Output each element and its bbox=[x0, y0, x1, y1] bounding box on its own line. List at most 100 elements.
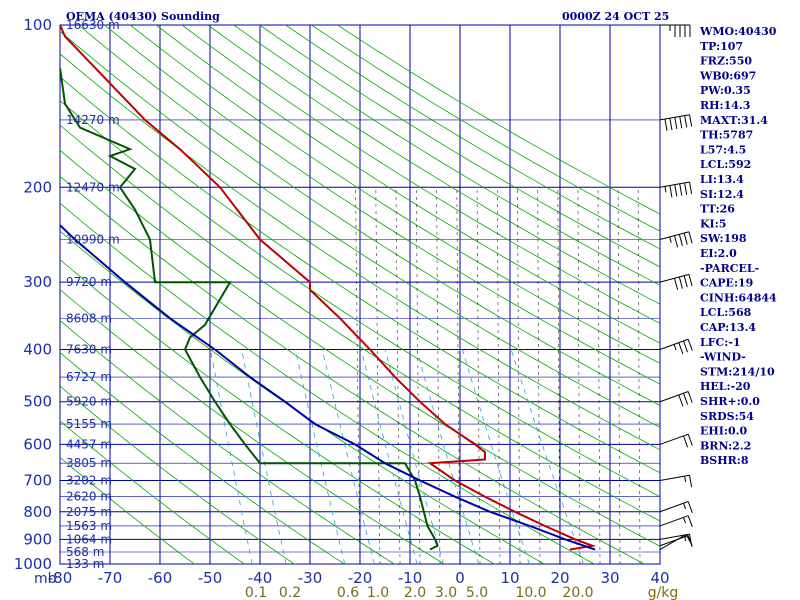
mixing-ratio-label: 0.1 bbox=[245, 585, 267, 600]
wind-barb-flag bbox=[687, 515, 693, 528]
moist-adiabat bbox=[476, 187, 481, 564]
mixing-ratio-label: 2.0 bbox=[404, 585, 426, 600]
dry-adiabat bbox=[60, 30, 660, 428]
mixing-ratio-label: g/kg bbox=[648, 585, 679, 600]
wind-barb-flag bbox=[689, 181, 693, 194]
mixing-ratio-label: 5.0 bbox=[466, 585, 488, 600]
pressure-tick-label: 700 bbox=[23, 472, 52, 490]
temperature-tick-label: -50 bbox=[198, 569, 223, 587]
wind-barb-flag bbox=[678, 276, 683, 289]
index-item: HEL:-20 bbox=[700, 380, 751, 393]
pressure-tick-label: 800 bbox=[23, 503, 52, 521]
wind-barb bbox=[659, 181, 693, 198]
moist-adiabat bbox=[395, 187, 401, 564]
index-item: MAXT:31.4 bbox=[700, 114, 768, 127]
mixing-ratio-line bbox=[294, 349, 346, 564]
wind-barb-flag bbox=[674, 278, 679, 291]
height-label: 2620 m bbox=[66, 490, 112, 504]
moist-adiabat bbox=[496, 187, 501, 564]
background-grid bbox=[59, 24, 661, 565]
pressure-tick-label: 900 bbox=[23, 530, 52, 548]
mixing-ratio-lines bbox=[210, 349, 584, 564]
index-item: WMO:40430 bbox=[699, 25, 777, 38]
wind-barb-flag bbox=[683, 393, 689, 405]
height-label: 133 m bbox=[66, 557, 104, 571]
wind-barb-half bbox=[684, 476, 687, 483]
pressure-tick-label: 200 bbox=[23, 178, 52, 196]
index-item: LI:13.4 bbox=[700, 173, 744, 186]
moist-adiabat bbox=[537, 187, 541, 564]
temperature-tick-label: 10 bbox=[500, 569, 519, 587]
wind-barb-flag bbox=[679, 116, 683, 129]
wind-barb-half bbox=[683, 517, 687, 524]
wind-barb-flag bbox=[678, 234, 683, 247]
temperature-tick-label: -40 bbox=[248, 569, 273, 587]
wind-barb-flag bbox=[669, 185, 673, 198]
wind-barb-flag bbox=[678, 342, 684, 355]
wind-barb bbox=[659, 114, 693, 131]
temperature-tick-label: 20 bbox=[550, 569, 569, 587]
height-label: 9720 m bbox=[66, 275, 112, 289]
dry-adiabat bbox=[60, 456, 195, 564]
wind-barb bbox=[659, 391, 693, 407]
moist-adiabat bbox=[415, 187, 421, 564]
dry-adiabat bbox=[60, 352, 346, 564]
temperature-tick-label: -80 bbox=[48, 569, 73, 587]
height-label: 10990 m bbox=[66, 232, 120, 246]
pressure-tick-label: 1000 bbox=[14, 555, 52, 573]
wind-barb-flag bbox=[664, 118, 668, 131]
temperature-tick-label: -30 bbox=[298, 569, 323, 587]
wind-barb-half bbox=[669, 236, 672, 243]
wind-barb bbox=[659, 501, 693, 513]
index-item: CINH:64844 bbox=[700, 291, 777, 304]
dry-adiabat bbox=[60, 202, 596, 564]
wind-barb-staff bbox=[659, 535, 689, 547]
dry-adiabat bbox=[233, 25, 660, 286]
height-label: 7630 m bbox=[66, 343, 112, 357]
wind-barb-flag bbox=[689, 114, 693, 127]
moist-adiabat bbox=[557, 187, 561, 564]
dry-adiabat bbox=[181, 25, 660, 324]
sounding-profiles bbox=[60, 25, 597, 551]
temperature-tick-label: 40 bbox=[650, 569, 669, 587]
wind-barb bbox=[659, 515, 693, 528]
wind-barb-half bbox=[673, 344, 677, 351]
mixing-ratio-line bbox=[210, 349, 253, 564]
mixing-ratio-label: 3.0 bbox=[435, 585, 457, 600]
temperature-tick-label: 0 bbox=[455, 569, 465, 587]
dry-adiabat bbox=[60, 175, 646, 564]
moist-adiabat bbox=[456, 187, 461, 564]
wind-barb-half bbox=[683, 503, 687, 510]
wind-barb bbox=[659, 474, 693, 488]
dry-adiabat bbox=[155, 25, 660, 344]
dry-adiabat bbox=[129, 25, 660, 364]
index-item: CAP:13.4 bbox=[700, 321, 756, 334]
height-label: 1064 m bbox=[66, 532, 112, 546]
height-label: 2075 m bbox=[66, 505, 112, 519]
wind-barb-flag bbox=[687, 391, 693, 403]
dry-adiabat bbox=[60, 319, 396, 564]
index-item: LCL:568 bbox=[700, 306, 752, 319]
station-title: OEMA (40430) Sounding bbox=[66, 10, 220, 23]
temperature-tick-label: -60 bbox=[148, 569, 173, 587]
wind-barb-flag bbox=[689, 534, 693, 547]
index-item: TH:5787 bbox=[700, 129, 753, 142]
dry-adiabat bbox=[60, 76, 660, 474]
wind-barb-flag bbox=[684, 182, 688, 195]
moist-adiabat bbox=[637, 187, 641, 564]
mixing-ratio-line bbox=[510, 349, 584, 564]
dry-adiabat bbox=[60, 420, 245, 564]
dry-adiabat bbox=[60, 385, 296, 564]
index-item: -WIND- bbox=[700, 351, 746, 364]
pressure-tick-label: 100 bbox=[23, 16, 52, 34]
mixing-ratio-line bbox=[416, 349, 479, 564]
wind-barb-flag bbox=[687, 501, 693, 513]
index-item: LFC:-1 bbox=[700, 336, 741, 349]
dry-adiabat bbox=[259, 25, 660, 268]
wind-barb bbox=[659, 231, 693, 248]
dry-adiabat bbox=[60, 230, 546, 564]
wind-barb-flag bbox=[688, 274, 693, 287]
height-label: 1563 m bbox=[66, 519, 112, 533]
index-item: RH:14.3 bbox=[700, 99, 750, 112]
wind-barb bbox=[659, 273, 693, 291]
